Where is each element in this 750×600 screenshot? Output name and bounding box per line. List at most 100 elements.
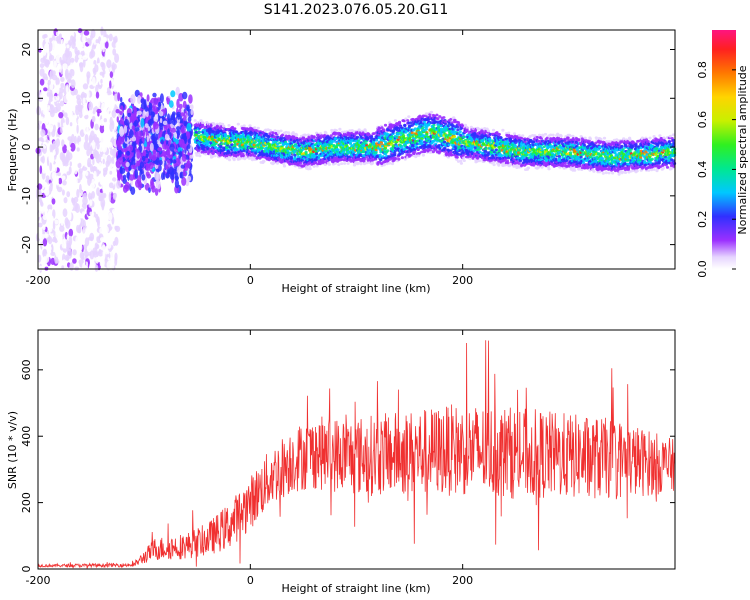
spectrogram-cell (56, 84, 60, 95)
spectrogram-cell (39, 265, 43, 271)
spectrogram-cell (181, 154, 187, 162)
spectrogram-cell (233, 127, 237, 130)
spectrogram-cell (96, 235, 102, 244)
spectrogram-cell (56, 95, 60, 101)
spectrogram-cell (67, 109, 73, 119)
spectrogram-cell (49, 70, 52, 80)
spectrogram-cell (52, 124, 56, 133)
spectrogram-cell (96, 187, 100, 196)
spectrogram-cell (162, 120, 168, 126)
spectrogram-cell (93, 150, 100, 159)
spectrogram-cell (180, 125, 186, 134)
spectrogram-cell (41, 146, 45, 153)
spectrogram-cell (99, 178, 104, 185)
spectrogram-cell (66, 242, 70, 250)
spectrogram-cell (327, 163, 331, 166)
spectrogram-cell (106, 154, 112, 165)
spectrogram-cell (94, 264, 99, 272)
spectrogram-cell (334, 129, 338, 132)
spectrogram-cell (62, 180, 67, 186)
spectrogram-cell (318, 139, 322, 143)
spectrogram-cell (82, 97, 86, 105)
spectrogram-cell (105, 47, 110, 55)
spectrogram-cell (50, 251, 56, 256)
spectrogram-cell (124, 181, 130, 192)
spectrogram-cell (106, 109, 110, 119)
spectrogram-cell (72, 154, 75, 164)
spectrogram-cell (62, 248, 67, 253)
spectrogram-cell (41, 155, 45, 164)
spectrogram-cell (112, 177, 117, 182)
spectrogram-cell (189, 168, 192, 176)
spectrogram-cell (89, 250, 95, 260)
spectrogram-cell (167, 128, 170, 135)
spectrogram-cell (149, 142, 154, 152)
spectrogram-cell (112, 193, 117, 200)
spectrogram-cell (102, 185, 106, 192)
spectrogram-cell (91, 139, 96, 150)
spectrogram-cell (232, 156, 236, 160)
spectrogram-cell (397, 120, 402, 124)
spectrogram-cell (71, 69, 75, 77)
spectrogram-cell (181, 142, 186, 149)
spectrogram-cell (49, 162, 53, 172)
spectrogram-cell (131, 136, 137, 142)
spectrogram-cell (195, 154, 199, 157)
spectrogram-cell (262, 160, 266, 163)
spectrogram-cell (102, 249, 106, 259)
spectrogram-cell (79, 183, 82, 194)
spectrogram-cell (45, 117, 49, 124)
spectrogram-cell (94, 64, 99, 73)
spectrogram-cell (74, 66, 78, 76)
spectrogram-cell (42, 167, 46, 174)
spectrogram-cell (67, 248, 73, 259)
spectrogram-cell (48, 226, 53, 233)
spectrogram-cell (95, 210, 101, 215)
spectrogram-cell (289, 155, 294, 159)
spectrogram-cell (159, 118, 163, 124)
spectrogram-cell (197, 151, 201, 155)
spectrogram-cell (84, 248, 88, 254)
spectrogram-cell (80, 93, 85, 99)
spectrogram-cell (213, 154, 217, 158)
spectrogram-cell (49, 53, 52, 62)
spectrogram-cell (66, 44, 70, 49)
spectrogram-cell (112, 48, 117, 56)
spectrogram-cell (68, 166, 72, 175)
spectrogram-cell (72, 240, 75, 247)
spectrogram-cell (227, 124, 231, 127)
spectrogram-cell (55, 138, 61, 148)
spectrogram-cell (84, 92, 87, 99)
spectrogram-cell (77, 226, 81, 234)
spectrogram-cell (77, 162, 82, 169)
spectrogram-cell (130, 94, 136, 105)
spectrogram-cell (111, 62, 116, 71)
spectrogram-cell (49, 182, 53, 187)
spectrogram-cell (201, 121, 205, 125)
spectrogram-cell (146, 173, 152, 179)
spectrogram-cell (130, 164, 136, 169)
spectrogram-cell (95, 39, 99, 44)
spectrogram-cell (175, 138, 179, 145)
spectrogram-cell (60, 82, 65, 88)
spectrogram-cell (109, 170, 113, 175)
spectrogram-cell (256, 126, 260, 130)
spectrogram-cell (67, 211, 72, 220)
spectrogram-cell (117, 136, 121, 146)
spectrogram-cell (96, 216, 100, 226)
spectrogram-cell (275, 161, 280, 165)
spectrogram-cell (69, 262, 74, 271)
spectrogram-cell (287, 131, 291, 135)
spectrogram-cell (88, 238, 94, 249)
spectrogram-cell (120, 97, 123, 103)
spectrogram-cell (182, 171, 187, 177)
spectrogram-cell (84, 237, 90, 247)
spectrogram-cell (58, 112, 64, 119)
spectrogram-cell (43, 58, 49, 67)
spectrogram-cell (79, 149, 86, 155)
spectrogram-cell (64, 68, 69, 79)
spectrogram-cell (73, 94, 77, 103)
spectrogram-cell (127, 144, 133, 152)
spectrogram-cell (115, 109, 120, 114)
